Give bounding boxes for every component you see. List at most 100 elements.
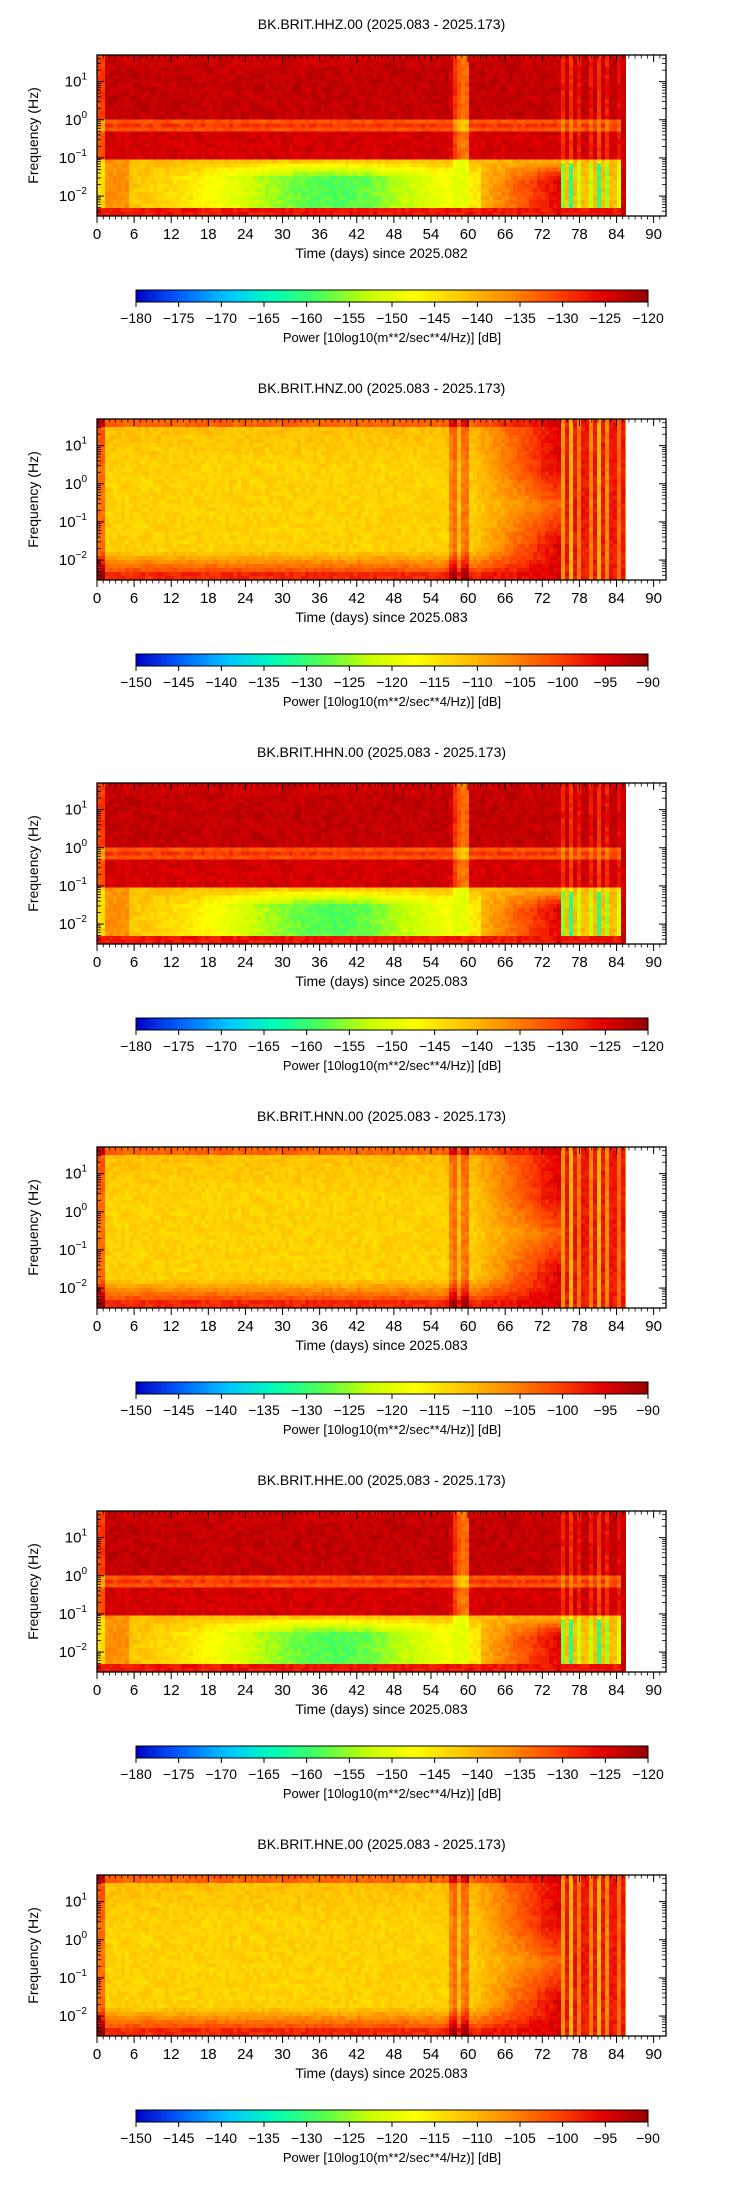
heatmap-cell bbox=[281, 176, 285, 180]
heatmap-cell bbox=[113, 71, 117, 75]
heatmap-cell bbox=[233, 111, 237, 115]
heatmap-cell bbox=[145, 136, 149, 140]
heatmap-cell bbox=[265, 192, 269, 196]
heatmap-cell bbox=[261, 107, 265, 111]
heatmap-cell bbox=[189, 136, 193, 140]
heatmap-cell bbox=[145, 79, 149, 83]
heatmap-cell bbox=[161, 87, 165, 91]
heatmap-cell bbox=[101, 152, 105, 156]
heatmap-cell bbox=[281, 164, 285, 168]
heatmap-cell bbox=[249, 111, 253, 115]
heatmap-cell bbox=[117, 87, 121, 91]
heatmap-cell bbox=[177, 160, 181, 164]
heatmap-cell bbox=[169, 71, 173, 75]
heatmap-cell bbox=[109, 119, 113, 123]
heatmap-cell bbox=[189, 67, 193, 71]
heatmap-cell bbox=[201, 180, 205, 184]
heatmap-cell bbox=[173, 115, 177, 119]
heatmap-cell bbox=[169, 83, 173, 87]
heatmap-cell bbox=[197, 176, 201, 180]
heatmap-cell bbox=[205, 67, 209, 71]
heatmap-cell bbox=[225, 115, 229, 119]
heatmap-cell bbox=[185, 91, 189, 95]
heatmap-cell bbox=[153, 55, 157, 59]
heatmap-cell bbox=[241, 176, 245, 180]
heatmap-cell bbox=[221, 103, 225, 107]
heatmap-cell bbox=[105, 71, 109, 75]
heatmap-cell bbox=[149, 115, 153, 119]
heatmap-cell bbox=[237, 200, 241, 204]
heatmap-cell bbox=[253, 160, 257, 164]
heatmap-cell bbox=[117, 107, 121, 111]
heatmap-cell bbox=[101, 71, 105, 75]
heatmap-cell bbox=[205, 184, 209, 188]
heatmap-cell bbox=[145, 168, 149, 172]
heatmap-cell bbox=[161, 188, 165, 192]
heatmap-cell bbox=[273, 83, 277, 87]
heatmap-cell bbox=[209, 127, 213, 131]
heatmap-cell bbox=[217, 208, 221, 212]
heatmap-cell bbox=[225, 83, 229, 87]
heatmap-cell bbox=[141, 192, 145, 196]
heatmap-cell bbox=[245, 148, 249, 152]
heatmap-cell bbox=[177, 180, 181, 184]
heatmap-cell bbox=[285, 148, 289, 152]
heatmap-cell bbox=[117, 115, 121, 119]
heatmap-cell bbox=[237, 172, 241, 176]
heatmap-cell bbox=[237, 156, 241, 160]
heatmap-cell bbox=[265, 79, 269, 83]
heatmap-cell bbox=[253, 176, 257, 180]
heatmap-cell bbox=[285, 164, 289, 168]
heatmap-cell bbox=[117, 83, 121, 87]
heatmap-cell bbox=[277, 95, 281, 99]
heatmap-cell bbox=[229, 184, 233, 188]
heatmap-cell bbox=[241, 123, 245, 127]
heatmap-cell bbox=[209, 152, 213, 156]
heatmap-cell bbox=[133, 87, 137, 91]
heatmap-cell bbox=[201, 172, 205, 176]
heatmap-cell bbox=[253, 192, 257, 196]
heatmap-cell bbox=[273, 59, 277, 63]
heatmap-cell bbox=[233, 55, 237, 59]
heatmap-cell bbox=[205, 164, 209, 168]
heatmap-cell bbox=[281, 123, 285, 127]
heatmap-cell bbox=[249, 208, 253, 212]
heatmap-cell bbox=[229, 136, 233, 140]
heatmap-cell bbox=[217, 136, 221, 140]
heatmap-cell bbox=[113, 107, 117, 111]
heatmap-cell bbox=[177, 204, 181, 208]
heatmap-cell bbox=[225, 127, 229, 131]
heatmap-cell bbox=[217, 152, 221, 156]
heatmap-cell bbox=[269, 111, 273, 115]
heatmap-cell bbox=[225, 67, 229, 71]
heatmap-cell bbox=[265, 95, 269, 99]
heatmap-cell bbox=[193, 160, 197, 164]
heatmap-cell bbox=[205, 148, 209, 152]
heatmap-cell bbox=[221, 140, 225, 144]
heatmap-cell bbox=[273, 127, 277, 131]
heatmap-cell bbox=[101, 160, 105, 164]
heatmap-cell bbox=[153, 160, 157, 164]
heatmap-cell bbox=[225, 63, 229, 67]
heatmap-cell bbox=[253, 152, 257, 156]
heatmap-cell bbox=[265, 127, 269, 131]
heatmap-cell bbox=[269, 208, 273, 212]
heatmap-cell bbox=[133, 172, 137, 176]
heatmap-cell bbox=[133, 188, 137, 192]
heatmap-cell bbox=[185, 152, 189, 156]
heatmap-cell bbox=[153, 188, 157, 192]
heatmap-cell bbox=[177, 136, 181, 140]
heatmap-cell bbox=[237, 204, 241, 208]
heatmap-cell bbox=[141, 119, 145, 123]
heatmap-cell bbox=[217, 107, 221, 111]
heatmap-cell bbox=[289, 192, 293, 196]
heatmap-cell bbox=[261, 79, 265, 83]
heatmap-cell bbox=[121, 172, 125, 176]
heatmap-cell bbox=[229, 123, 233, 127]
heatmap-cell bbox=[281, 107, 285, 111]
heatmap-cell bbox=[225, 184, 229, 188]
heatmap-cell bbox=[157, 91, 161, 95]
heatmap-cell bbox=[229, 188, 233, 192]
heatmap-cell bbox=[213, 172, 217, 176]
heatmap-cell bbox=[145, 176, 149, 180]
